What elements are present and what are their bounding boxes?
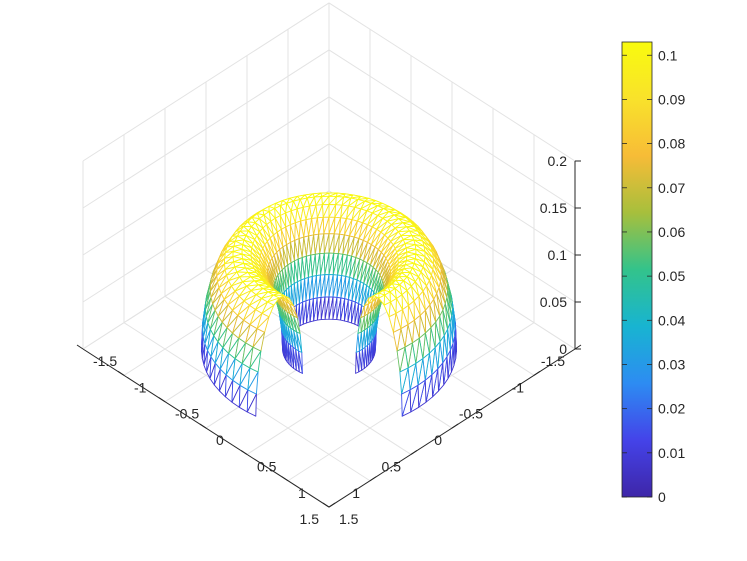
y-axis-ticks: 1.5 1 0.5 0 -0.5 -1 -1.5	[76, 344, 359, 527]
mesh-triangle	[355, 333, 360, 353]
colorbar-tick-label: 0.02	[658, 401, 685, 417]
x-tick-label: -1	[512, 379, 525, 395]
z-tick-label: 0.15	[540, 200, 567, 216]
colorbar: 0 0.01 0.02 0.03 0.04 0.05 0.06 0.07 0.08 0.09 0.1	[621, 41, 685, 505]
mesh-triangle	[396, 346, 406, 373]
y-tick-label: 0.5	[257, 458, 277, 474]
mesh-triangle	[355, 351, 360, 374]
colorbar-gradient	[621, 41, 653, 498]
y-tick-label: 1.5	[339, 511, 359, 527]
x-axis-ticks: -1.5 -1 -0.5 0 0.5 1 1.5	[300, 344, 582, 527]
x-tick-label: 0	[434, 432, 442, 448]
z-tick-label: 0.05	[540, 294, 567, 310]
colorbar-tick-label: 0.03	[658, 356, 685, 372]
mesh-triangle	[401, 389, 411, 417]
colorbar-tick-label: 0.07	[658, 180, 685, 196]
z-tick-label: 0.2	[548, 153, 568, 169]
mesh-triangle	[320, 296, 326, 321]
x-tick-label: -0.5	[459, 406, 483, 422]
y-tick-label: -0.5	[175, 406, 199, 422]
z-tick-label: 0.1	[548, 247, 568, 263]
colorbar-tick-label: 0.05	[658, 268, 685, 284]
colorbar-tick-label: 0.06	[658, 224, 685, 240]
y-tick-label: -1	[134, 379, 147, 395]
z-axis-ticks: 0 0.05 0.1 0.15 0.2	[540, 153, 581, 357]
mesh-triangle	[246, 393, 257, 417]
colorbar-tick-label: 0.08	[658, 136, 685, 152]
z-tick-label: 0	[559, 341, 567, 357]
mesh-triangle	[247, 371, 259, 395]
surface-mesh	[201, 192, 457, 417]
x-tick-label: -1.5	[541, 353, 565, 369]
y-tick-label: -1.5	[93, 353, 117, 369]
x-tick-label: 1.5	[300, 511, 320, 527]
mesh-triangle	[316, 296, 322, 321]
colorbar-ticks: 0 0.01 0.02 0.03 0.04 0.05 0.06 0.07 0.08 0.09 0.1	[622, 47, 685, 505]
mesh-triangle	[249, 350, 262, 373]
mesh-triangle	[324, 296, 330, 320]
colorbar-tick-label: 0.01	[658, 445, 685, 461]
mesh-triangle	[392, 328, 402, 352]
colorbar-tick-label: 0.04	[658, 312, 685, 328]
mesh-triangle	[399, 367, 409, 395]
x-tick-label: 1	[352, 485, 360, 501]
colorbar-tick-label: 0	[658, 489, 666, 505]
y-tick-label: 0	[216, 432, 224, 448]
x-tick-label: 0.5	[382, 458, 402, 474]
colorbar-tick-label: 0.09	[658, 91, 685, 107]
y-tick-label: 1	[298, 485, 306, 501]
mesh-triangle	[328, 296, 334, 320]
colorbar-tick-label: 0.1	[658, 47, 678, 63]
